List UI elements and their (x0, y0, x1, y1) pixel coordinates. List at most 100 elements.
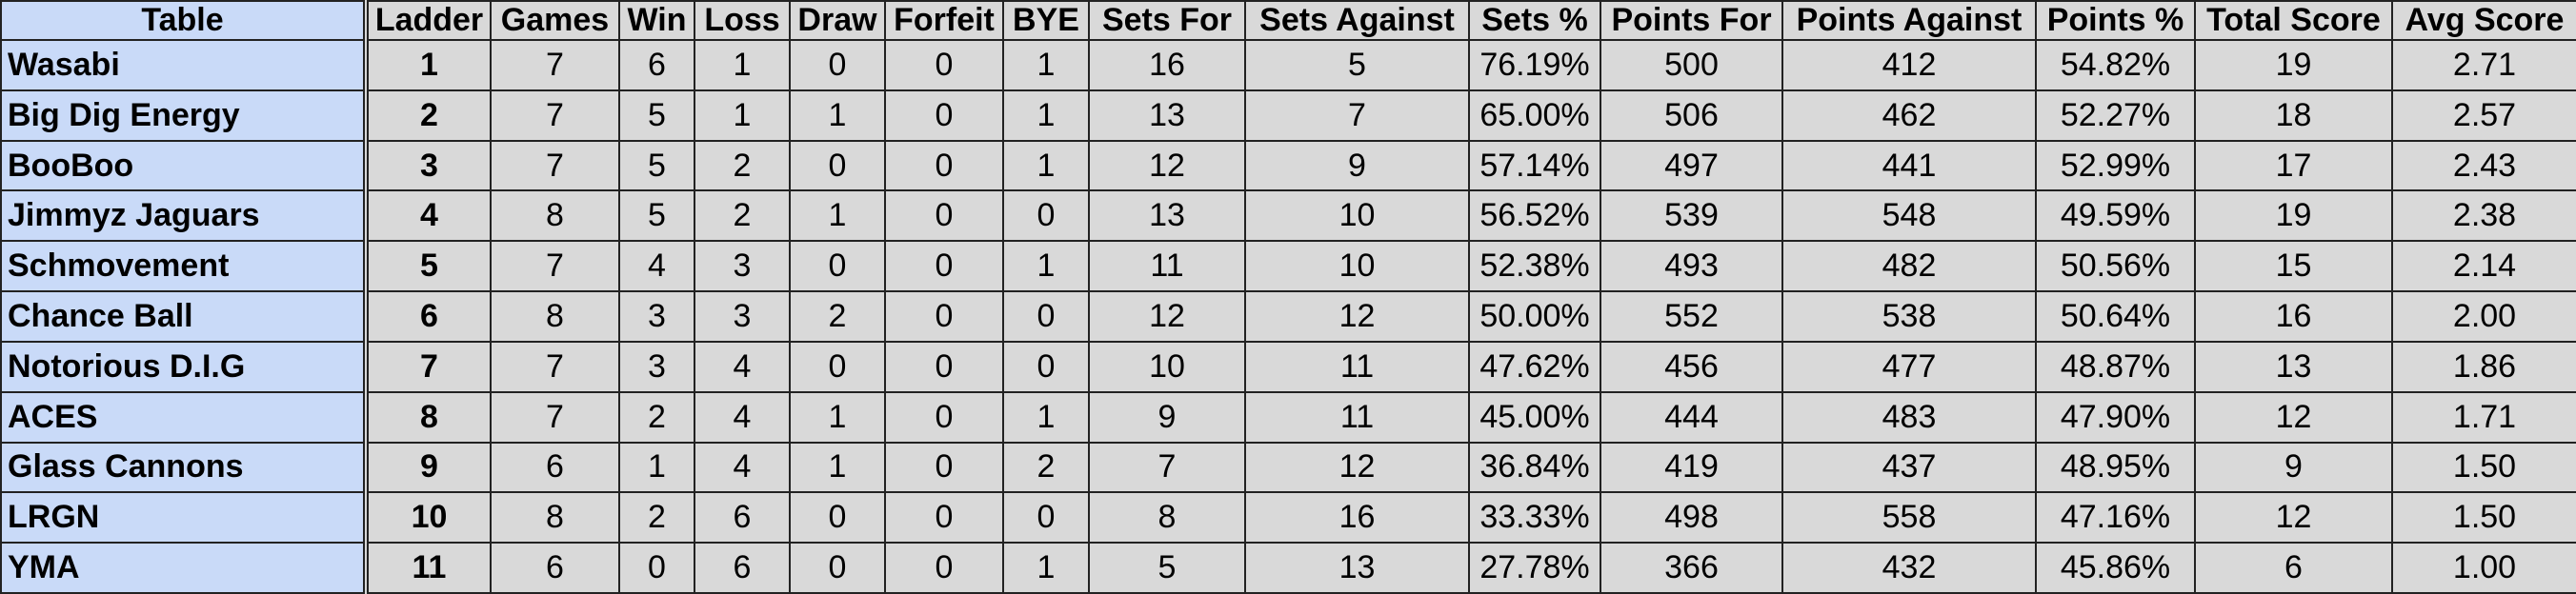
cell: 12 (1088, 139, 1246, 192)
table-row: BooBoo 3 7 5 2 0 0 1 12 9 57.14% 497 441 52.99% 17 2.43 (0, 139, 2576, 192)
cell: 76.19% (1468, 39, 1601, 91)
cell: 2.00 (2391, 290, 2576, 343)
cell: 506 (1600, 89, 1783, 142)
column-header: Table (0, 0, 369, 41)
cell: 498 (1600, 491, 1783, 544)
cell: 0 (1002, 290, 1090, 343)
cell: 7 (490, 139, 620, 192)
cell: 13 (1088, 189, 1246, 243)
cell: 1.50 (2391, 441, 2576, 494)
cell: 6 (694, 491, 791, 544)
column-header: Points For (1600, 0, 1783, 41)
column-header: BYE (1002, 0, 1090, 41)
cell: 2 (694, 139, 791, 192)
cell: 16 (2194, 290, 2393, 343)
team-name: Wasabi (0, 39, 369, 91)
cell: 558 (1781, 491, 2037, 544)
cell: 7 (490, 89, 620, 142)
cell: 12 (2194, 390, 2393, 444)
cell: 552 (1600, 290, 1783, 343)
column-header: Draw (789, 0, 886, 41)
cell: 8 (490, 290, 620, 343)
cell: 45.00% (1468, 390, 1601, 444)
cell: 6 (490, 542, 620, 594)
cell: 12 (2194, 491, 2393, 544)
cell: 1 (618, 441, 695, 494)
column-header: Forfeit (884, 0, 1004, 41)
cell: 6 (694, 542, 791, 594)
table-row: ACES 8 7 2 4 1 0 1 9 11 45.00% 444 483 47.90% 12 1.71 (0, 390, 2576, 444)
table-row: LRGN 10 8 2 6 0 0 0 8 16 33.33% 498 558 47.16% 12 1.50 (0, 491, 2576, 544)
cell: 49.59% (2035, 189, 2196, 243)
cell: 0 (618, 542, 695, 594)
column-header: Games (490, 0, 620, 41)
cell: 0 (884, 542, 1004, 594)
cell: 441 (1781, 139, 2037, 192)
column-header: Loss (694, 0, 791, 41)
table-row: Big Dig Energy 2 7 5 1 1 0 1 13 7 65.00% 506 462 52.2… (0, 89, 2576, 142)
cell: 1 (789, 189, 886, 243)
team-name: Big Dig Energy (0, 89, 369, 142)
cell: 493 (1600, 240, 1783, 293)
cell: 2 (618, 390, 695, 444)
cell: 8 (490, 189, 620, 243)
cell: 9 (1244, 139, 1470, 192)
cell: 1 (694, 89, 791, 142)
table-row: Notorious D.I.G 7 7 3 4 0 0 0 10 11 47.62% 456 477 48… (0, 340, 2576, 393)
table-row: Glass Cannons 9 6 1 4 1 0 2 7 12 36.84% 419 437 48.95… (0, 441, 2576, 494)
cell: 0 (1002, 491, 1090, 544)
cell: 7 (490, 39, 620, 91)
cell: 548 (1781, 189, 2037, 243)
cell: 52.27% (2035, 89, 2196, 142)
cell: 1 (1002, 542, 1090, 594)
cell: 47.90% (2035, 390, 2196, 444)
table-row: Wasabi 1 7 6 1 0 0 1 16 5 76.19% 500 412 54.82% 19 2.71 (0, 39, 2576, 91)
cell: 1 (789, 390, 886, 444)
cell: 1 (1002, 89, 1090, 142)
cell: 16 (1088, 39, 1246, 91)
cell: 36.84% (1468, 441, 1601, 494)
cell: 54.82% (2035, 39, 2196, 91)
cell: 7 (490, 340, 620, 393)
cell: 2 (618, 491, 695, 544)
table-row: Jimmyz Jaguars 4 8 5 2 1 0 0 13 10 56.52% 539 548 49.… (0, 189, 2576, 243)
cell: 7 (490, 390, 620, 444)
cell: 11 (1244, 390, 1470, 444)
cell: 5 (1244, 39, 1470, 91)
cell: 1 (1002, 240, 1090, 293)
cell: 1.50 (2391, 491, 2576, 544)
cell: 5 (618, 139, 695, 192)
cell: 12 (1244, 290, 1470, 343)
cell: 0 (884, 290, 1004, 343)
cell: 4 (365, 189, 492, 243)
column-header: Total Score (2194, 0, 2393, 41)
cell: 10 (365, 491, 492, 544)
cell: 52.99% (2035, 139, 2196, 192)
team-name: ACES (0, 390, 369, 444)
cell: 2.43 (2391, 139, 2576, 192)
cell: 9 (1088, 390, 1246, 444)
cell: 17 (2194, 139, 2393, 192)
cell: 3 (618, 340, 695, 393)
cell: 10 (1244, 240, 1470, 293)
cell: 1 (1002, 39, 1090, 91)
cell: 4 (618, 240, 695, 293)
cell: 3 (365, 139, 492, 192)
cell: 0 (789, 340, 886, 393)
cell: 2 (1002, 441, 1090, 494)
cell: 538 (1781, 290, 2037, 343)
column-header: Ladder (365, 0, 492, 41)
cell: 500 (1600, 39, 1783, 91)
cell: 7 (1244, 89, 1470, 142)
cell: 13 (2194, 340, 2393, 393)
cell: 462 (1781, 89, 2037, 142)
cell: 5 (365, 240, 492, 293)
team-name: Notorious D.I.G (0, 340, 369, 393)
cell: 7 (365, 340, 492, 393)
cell: 50.56% (2035, 240, 2196, 293)
cell: 50.00% (1468, 290, 1601, 343)
cell: 2.38 (2391, 189, 2576, 243)
cell: 0 (884, 340, 1004, 393)
cell: 483 (1781, 390, 2037, 444)
